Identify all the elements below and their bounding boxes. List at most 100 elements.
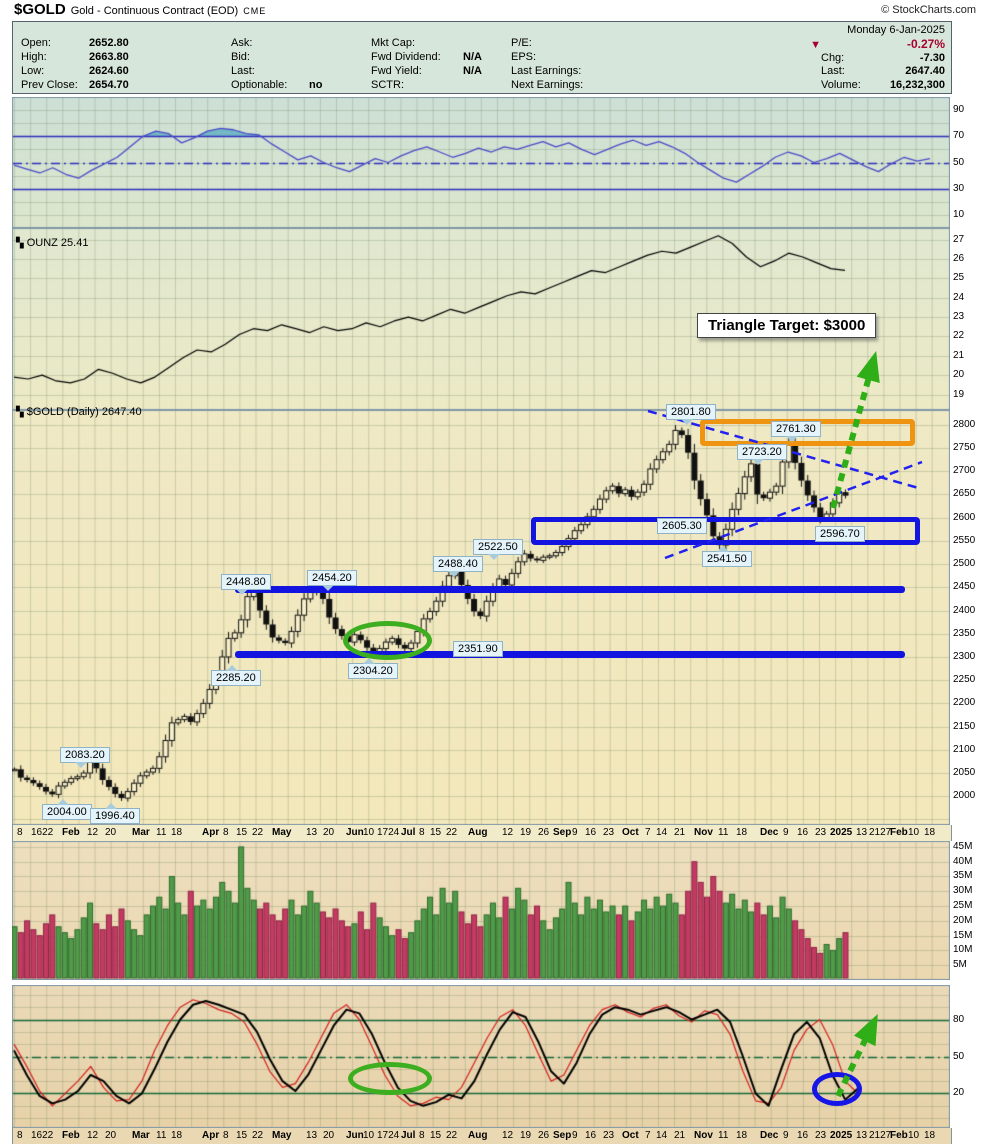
chg-value: -7.30 <box>919 51 945 64</box>
price-callout: 2304.20 <box>348 658 398 679</box>
instrument-name: Gold - Continuous Contract (EOD) <box>70 5 239 17</box>
quote-label: High: <box>21 51 47 63</box>
y-axis-tick: 70 <box>953 130 965 142</box>
x-axis-label: 20 <box>323 827 335 838</box>
x-axis-label: 2025 <box>830 1130 853 1141</box>
y-axis-tick: 2750 <box>953 442 976 454</box>
rsi-panel-plot <box>12 97 950 228</box>
percent-change: -0.27% <box>906 36 945 51</box>
x-axis-label: 19 <box>520 827 532 838</box>
y-axis-tick: 25 <box>953 272 965 284</box>
y-axis-tick: 2200 <box>953 697 976 709</box>
quote-row: Ask: <box>231 36 322 50</box>
x-axis-label: 14 <box>656 1130 668 1141</box>
quote-row: EPS: <box>511 50 601 64</box>
quote-row: Open: 2652.80 <box>21 36 129 50</box>
x-axis-label: 26 <box>538 1130 550 1141</box>
x-axis-label: 2127 <box>869 827 892 838</box>
y-axis-tick: 2550 <box>953 534 976 546</box>
x-axis-label: Jul <box>401 1130 416 1141</box>
y-axis-tick: 2150 <box>953 720 976 732</box>
x-axis-label: 18 <box>171 1130 183 1141</box>
y-axis-tick: 26 <box>953 252 965 264</box>
x-axis-label: 23 <box>603 1130 615 1141</box>
quote-row: Last: <box>231 64 322 78</box>
y-axis-tick: 2000 <box>953 790 976 802</box>
x-axis-label: Apr <box>202 827 220 838</box>
quote-summary-box: Open: 2652.80 High: 2663.80 Low: 2624.60 Prev … <box>12 21 952 94</box>
price-callout: 2285.20 <box>211 665 261 686</box>
y-axis-tick: 20 <box>953 369 965 381</box>
quote-value: 2663.80 <box>89 51 129 63</box>
y-axis-tick: 2500 <box>953 558 976 570</box>
x-axis-label: 18 <box>736 1130 748 1141</box>
blue-ellipse-stochastic-low <box>812 1072 862 1106</box>
y-axis-tick: 2350 <box>953 627 976 639</box>
x-axis-label: Feb <box>62 1130 80 1141</box>
quote-row: Low: 2624.60 <box>21 64 129 78</box>
price-callout: 2083.20 <box>60 747 110 768</box>
y-axis-tick: 50 <box>953 1050 965 1062</box>
quote-row: Next Earnings: <box>511 78 601 92</box>
x-axis-label: 21 <box>674 1130 686 1141</box>
quote-value: 2654.70 <box>89 79 129 91</box>
x-axis-label: 13 <box>306 827 318 838</box>
y-axis-tick: 35M <box>953 870 973 882</box>
quote-column-3: Mkt Cap: Fwd Dividend: N/A Fwd Yield: N/A SCT… <box>371 36 482 92</box>
quote-row: Bid: <box>231 50 322 64</box>
x-axis-label: 9 <box>783 1130 789 1141</box>
x-axis-label: Jun <box>346 827 364 838</box>
x-axis-label: 8 <box>419 827 425 838</box>
y-axis-tick: 2600 <box>953 511 976 523</box>
green-ellipse-price-base <box>343 621 432 660</box>
x-axis-label: 15 <box>236 1130 248 1141</box>
quote-row: Mkt Cap: <box>371 36 482 50</box>
x-axis-label: 23 <box>815 1130 827 1141</box>
quote-date: Monday 6-Jan-2025 <box>847 24 945 36</box>
quote-value: no <box>309 79 323 91</box>
x-axis-label: 1622 <box>31 1130 54 1141</box>
x-axis-label: 12 <box>502 827 514 838</box>
quote-row: P/E: <box>511 36 601 50</box>
x-axis-label: May <box>272 827 292 838</box>
x-axis-label: 2025 <box>830 827 853 838</box>
down-triangle-icon: ▼ <box>810 38 821 51</box>
price-callout: 2801.80 <box>666 404 716 425</box>
x-axis-label: Oct <box>622 1130 639 1141</box>
x-axis-label: 11 <box>718 827 729 838</box>
x-axis-label: Feb <box>890 1130 908 1141</box>
x-axis-label: 22 <box>446 827 458 838</box>
quote-label: Bid: <box>231 51 250 63</box>
y-axis-tick: 20M <box>953 914 973 926</box>
y-axis-tick: 21 <box>953 349 965 361</box>
quote-column-4: P/E: EPS: Last Earnings: Next Earnings: <box>511 36 601 92</box>
x-axis-label: 20 <box>105 1130 117 1141</box>
x-axis-label: Aug <box>468 827 488 838</box>
x-axis-label: 22 <box>252 827 264 838</box>
quote-column-1: Open: 2652.80 High: 2663.80 Low: 2624.60 Prev … <box>21 36 129 92</box>
quote-label: Last Earnings: <box>511 65 582 77</box>
stochastic-panel-plot <box>12 985 950 1128</box>
x-axis-label: Sep <box>553 827 572 838</box>
quote-label: Optionable: <box>231 79 288 91</box>
x-axis-label: 10 <box>363 827 375 838</box>
x-axis-label: 20 <box>323 1130 335 1141</box>
x-axis-label: Nov <box>694 1130 713 1141</box>
price-callout: 2522.50 <box>473 539 523 560</box>
quote-label: Low: <box>21 65 45 77</box>
chg-label: Chg: <box>821 51 845 64</box>
quote-label: P/E: <box>511 37 532 49</box>
x-axis-label: 18 <box>736 827 748 838</box>
x-axis-label: 9 <box>783 827 789 838</box>
price-callout: 2723.20 <box>737 444 787 465</box>
x-axis-label: 9 <box>572 1130 578 1141</box>
x-axis-label: 8 <box>419 1130 425 1141</box>
triangle-target-label: Triangle Target: $3000 <box>697 313 877 338</box>
title-bar: $GOLD Gold - Continuous Contract (EOD) CME… <box>14 1 976 19</box>
price-callout: 2004.00 <box>42 799 92 820</box>
x-axis-label: 8 <box>223 1130 229 1141</box>
x-axis-label: 21 <box>674 827 686 838</box>
y-axis-tick: 45M <box>953 840 973 852</box>
last-label: Last: <box>821 65 845 78</box>
